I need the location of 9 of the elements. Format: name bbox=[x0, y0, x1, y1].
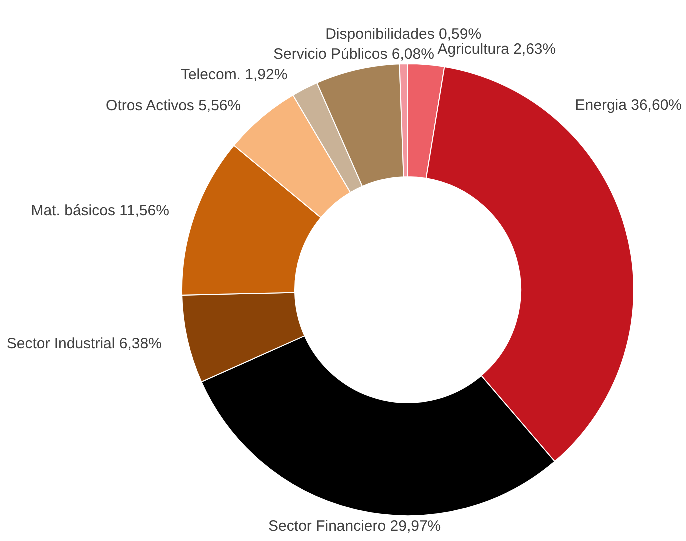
slice-label: Otros Activos 5,56% bbox=[106, 98, 242, 115]
slice-label: Energia 36,60% bbox=[575, 97, 682, 114]
slice-label: Mat. básicos 11,56% bbox=[31, 202, 170, 220]
slice-label: Disponibilidades 0,59% bbox=[326, 26, 482, 44]
slice-label: Sector Financiero 29,97% bbox=[268, 518, 442, 536]
slice-label: Telecom. 1,92% bbox=[180, 66, 288, 84]
slice-label: Servicio Públicos 6,08% bbox=[274, 46, 434, 64]
slice-label: Agricultura 2,63% bbox=[438, 40, 556, 58]
slice-label: Sector Industrial 6,38% bbox=[6, 335, 162, 352]
